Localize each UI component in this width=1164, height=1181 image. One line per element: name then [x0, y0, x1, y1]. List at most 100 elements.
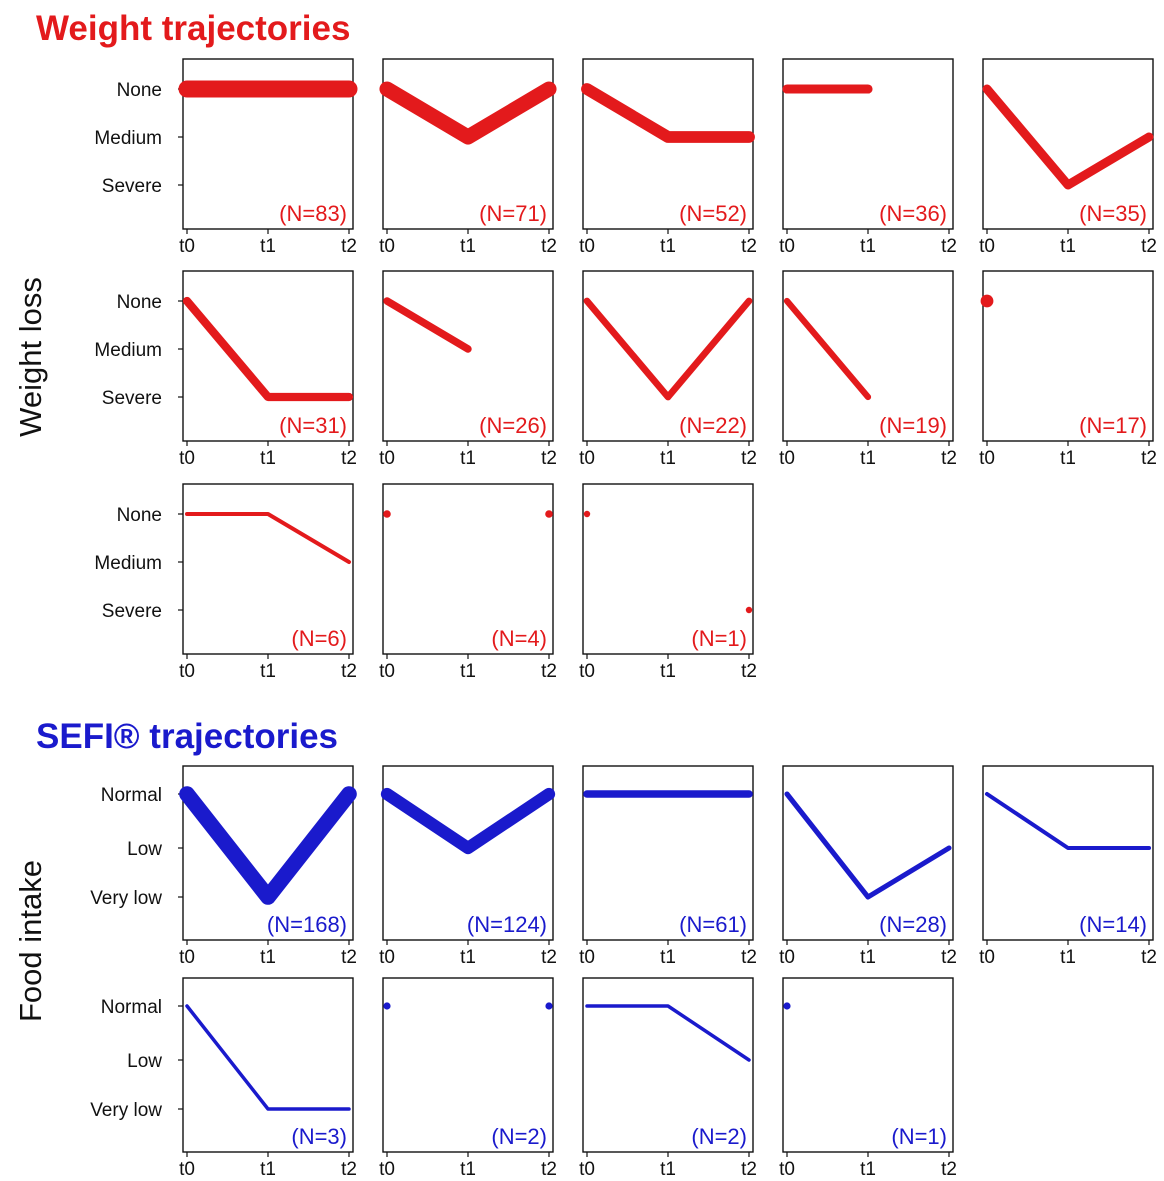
x-tick-label-t2: t2 — [341, 236, 357, 257]
x-tick-label-t0: t0 — [579, 448, 595, 469]
weight-panel-8: t0 t1 t2 (N=22) — [579, 270, 757, 469]
trajectory-line — [982, 84, 1154, 190]
x-tick-label-t1: t1 — [260, 661, 276, 682]
x-tick-label-t2: t2 — [341, 947, 357, 968]
x-tick-label-t0: t0 — [779, 448, 795, 469]
panel-frame — [782, 270, 954, 442]
y-tick-label: Normal — [101, 997, 162, 1018]
x-tick-label-t0: t0 — [179, 236, 195, 257]
trajectory-point — [383, 1002, 391, 1010]
trajectory-line — [383, 297, 472, 353]
x-tick-label-t0: t0 — [379, 1159, 395, 1180]
y-tick-label: None — [117, 292, 162, 313]
x-tick-label-t2: t2 — [1141, 448, 1157, 469]
weight-panel-6: t0 t1 t2 None Medium Severe (N=31) — [94, 270, 357, 469]
x-tick-label-t0: t0 — [379, 947, 395, 968]
panel-n-label: (N=22) — [679, 413, 747, 438]
trajectory-point — [383, 510, 391, 518]
panel-n-label: (N=14) — [1079, 912, 1147, 937]
y-tick-label: Medium — [94, 128, 162, 149]
panel-frame — [582, 483, 754, 655]
trajectory-point — [745, 606, 753, 614]
x-tick-label-t2: t2 — [341, 448, 357, 469]
panel-n-label: (N=3) — [291, 1124, 347, 1149]
sefi-panel-3: t0 t1 t2 (N=61) — [579, 765, 757, 968]
weight-panel-1: t0 t1 t2 None Medium Severe (N=83) — [94, 58, 358, 257]
x-tick-label-t2: t2 — [741, 448, 757, 469]
x-tick-label-t1: t1 — [260, 1159, 276, 1180]
x-tick-label-t0: t0 — [379, 661, 395, 682]
x-tick-label-t0: t0 — [779, 1159, 795, 1180]
y-tick-label: Low — [127, 839, 162, 860]
x-tick-label-t2: t2 — [941, 448, 957, 469]
sefi-y-axis-label: Food intake — [13, 860, 48, 1022]
x-tick-label-t0: t0 — [179, 448, 195, 469]
x-tick-label-t1: t1 — [1060, 236, 1076, 257]
trajectory-point — [583, 510, 591, 518]
x-tick-label-t2: t2 — [741, 1159, 757, 1180]
x-tick-label-t2: t2 — [741, 947, 757, 968]
panel-frame — [982, 270, 1154, 442]
sefi-panel-9: t0 t1 t2 (N=1) — [779, 977, 957, 1180]
panel-frame — [582, 58, 754, 230]
weight-panel-5: t0 t1 t2 (N=35) — [979, 58, 1157, 257]
sefi-panels-grid: t0 t1 t2 Normal Low Very low (N=168) t0 t1 t2 (N=1… — [90, 765, 1157, 1180]
x-tick-label-t1: t1 — [860, 1159, 876, 1180]
panel-frame — [182, 270, 354, 442]
trajectory-line — [583, 297, 753, 401]
panel-n-label: (N=17) — [1079, 413, 1147, 438]
panel-frame — [182, 765, 354, 941]
trajectory-line — [784, 791, 952, 900]
panel-frame — [382, 977, 554, 1153]
sefi-panel-6: t0 t1 t2 Normal Low Very low (N=3) — [90, 977, 357, 1180]
trajectory-line — [581, 83, 755, 143]
x-tick-label-t0: t0 — [179, 1159, 195, 1180]
x-tick-label-t1: t1 — [260, 236, 276, 257]
sefi-panel-8: t0 t1 t2 (N=2) — [579, 977, 757, 1180]
panel-frame — [382, 483, 554, 655]
x-tick-label-t1: t1 — [460, 448, 476, 469]
x-tick-label-t2: t2 — [741, 236, 757, 257]
x-tick-label-t0: t0 — [379, 236, 395, 257]
panel-n-label: (N=36) — [879, 201, 947, 226]
trajectory-point — [783, 1002, 791, 1010]
trajectory-line — [783, 297, 872, 401]
panel-frame — [582, 270, 754, 442]
trajectory-point — [545, 1002, 553, 1010]
trajectory-point — [980, 294, 994, 308]
sefi-panel-7: t0 t1 t2 (N=2) — [379, 977, 557, 1180]
x-tick-label-t1: t1 — [660, 947, 676, 968]
x-tick-label-t1: t1 — [660, 1159, 676, 1180]
trajectory-line — [585, 1004, 751, 1062]
x-tick-label-t0: t0 — [579, 1159, 595, 1180]
weight-panel-4: t0 t1 t2 (N=36) — [779, 58, 957, 257]
x-tick-label-t2: t2 — [941, 236, 957, 257]
x-tick-label-t0: t0 — [579, 236, 595, 257]
weight-panel-7: t0 t1 t2 (N=26) — [379, 270, 557, 469]
weight-panel-12: t0 t1 t2 (N=4) — [379, 483, 557, 682]
sefi-panel-5: t0 t1 t2 (N=14) — [979, 765, 1157, 968]
x-tick-label-t2: t2 — [941, 1159, 957, 1180]
sefi-panel-2: t0 t1 t2 (N=124) — [379, 765, 557, 968]
x-tick-label-t0: t0 — [979, 448, 995, 469]
panel-n-label: (N=168) — [267, 912, 347, 937]
x-tick-label-t0: t0 — [979, 236, 995, 257]
x-tick-label-t2: t2 — [541, 448, 557, 469]
panel-n-label: (N=52) — [679, 201, 747, 226]
panel-n-label: (N=124) — [467, 912, 547, 937]
panel-n-label: (N=2) — [491, 1124, 547, 1149]
x-tick-label-t1: t1 — [1060, 448, 1076, 469]
panel-n-label: (N=2) — [691, 1124, 747, 1149]
panel-n-label: (N=26) — [479, 413, 547, 438]
x-tick-label-t2: t2 — [541, 661, 557, 682]
x-tick-label-t0: t0 — [379, 448, 395, 469]
panel-n-label: (N=31) — [279, 413, 347, 438]
y-tick-label: Low — [127, 1051, 162, 1072]
weight-panel-3: t0 t1 t2 (N=52) — [579, 58, 757, 257]
weight-section-title: Weight trajectories — [36, 9, 350, 48]
panel-frame — [782, 977, 954, 1153]
x-tick-label-t0: t0 — [579, 661, 595, 682]
sefi-section-title: SEFI® trajectories — [36, 717, 338, 756]
x-tick-label-t1: t1 — [660, 236, 676, 257]
panel-n-label: (N=61) — [679, 912, 747, 937]
